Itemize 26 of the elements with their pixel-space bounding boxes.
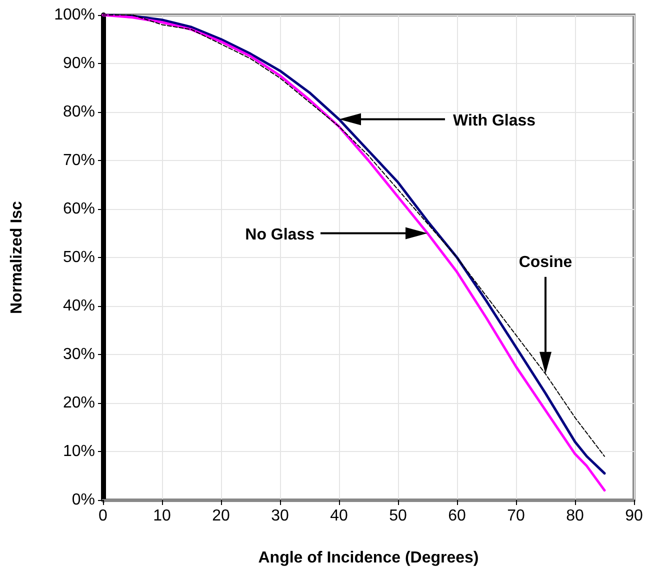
x-tick-label: 80 (566, 508, 584, 524)
x-tick-label: 90 (625, 508, 643, 524)
y-tick-label: 50% (62, 249, 95, 266)
y-tick-label: 10% (62, 443, 95, 460)
annotation: No Glass (245, 226, 315, 244)
y-tick-label: 30% (62, 346, 95, 363)
x-tick-label: 0 (98, 508, 108, 524)
y-tick-label: 70% (62, 152, 95, 169)
y-tick-label: 60% (62, 200, 95, 218)
x-tick-label: 60 (448, 508, 466, 524)
annotation: With Glass (453, 112, 536, 130)
x-tick-label: 30 (271, 508, 289, 524)
x-axis-title: Angle of Incidence (Degrees) (258, 550, 479, 566)
annotation: Cosine (518, 254, 572, 271)
y-tick-label: 100% (54, 6, 95, 24)
y-axis-title: Normalized Isc (8, 200, 26, 314)
x-tick-label: 20 (212, 508, 230, 524)
y-tick-label: 20% (62, 394, 95, 412)
x-tick-label: 50 (389, 508, 407, 524)
y-tick-label: 40% (62, 298, 95, 314)
x-tick-label: 70 (507, 508, 525, 524)
y-tick-label: 80% (62, 104, 95, 120)
x-tick-label: 10 (153, 508, 171, 524)
y-tick-label: 0% (72, 492, 95, 508)
y-tick-label: 90% (62, 55, 95, 72)
x-tick-label: 40 (330, 508, 348, 524)
